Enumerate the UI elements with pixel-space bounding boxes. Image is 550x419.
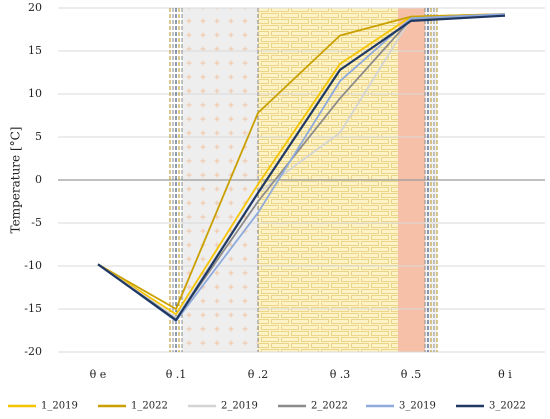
x-tick-label: θ .2 [248,368,269,381]
x-tick-label: θ i [498,368,512,381]
y-gridlines [58,7,545,353]
series-lines [97,13,506,322]
x-tick-label: θ e [90,368,107,381]
x-tick-labels: θ e θ .1 θ .2 θ .3 θ .5 θ i [90,368,513,381]
y-tick-label: -20 [24,345,42,358]
legend-label: 1_2022 [131,401,168,412]
x-tick-label: θ .3 [330,368,351,381]
series-line-1-2022 [97,13,506,310]
series-line-3-2022 [97,14,506,322]
y-tick-label: 20 [28,1,42,14]
y-axis-title-group: Temperature [°C] [9,127,23,234]
y-tick-label: 10 [28,87,42,100]
y-tick-label: -5 [31,216,42,229]
legend-label: 3_2022 [489,401,526,412]
layer-separator-lines [169,8,438,352]
legend: 1_2019 1_2022 2_2019 2_2022 3_2019 3_2022 [8,401,526,412]
y-tick-label: -15 [24,302,42,315]
y-tick-label: -10 [24,259,42,272]
legend-label: 1_2019 [41,401,78,412]
legend-label: 2_2022 [311,401,348,412]
legend-label: 3_2019 [399,401,436,412]
y-tick-label: 15 [28,44,42,57]
x-tick-label: θ .5 [401,368,422,381]
y-tick-label: 5 [35,130,42,143]
y-tick-label: 0 [35,173,42,186]
x-tick-label: θ .1 [166,368,187,381]
y-axis-title: Temperature [°C] [9,127,23,234]
legend-label: 2_2019 [221,401,258,412]
y-tick-labels: -20 -15 -10 -5 0 5 10 15 20 [24,1,42,358]
